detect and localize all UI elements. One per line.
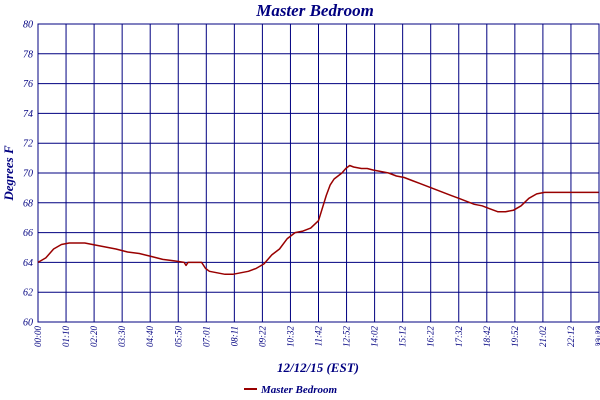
plot-area-border <box>37 23 600 323</box>
series-line-0 <box>37 164 599 276</box>
x-tick-label: 21:02 <box>538 326 548 347</box>
x-tick-label: 12:52 <box>342 326 352 347</box>
y-tick-label: 72 <box>23 139 33 150</box>
y-tick-label: 76 <box>23 79 33 90</box>
x-tick-label: 15:12 <box>398 326 408 347</box>
legend: Master Bedroom <box>244 384 338 396</box>
x-tick-label: 02:20 <box>89 326 99 347</box>
grid <box>37 23 600 323</box>
x-tick-label: 11:42 <box>314 326 324 347</box>
x-tick-label: 08:11 <box>229 326 239 346</box>
x-tick-label: 00:00 <box>33 326 43 347</box>
legend-label: Master Bedroom <box>260 384 338 396</box>
x-tick-label: 18:42 <box>482 326 492 347</box>
x-tick-label: 01:10 <box>61 326 71 347</box>
y-tick-label: 62 <box>23 288 33 299</box>
x-tick-label: 09:22 <box>257 326 267 347</box>
y-tick-labels: 60 62 64 66 68 70 72 74 76 78 80 <box>23 20 33 329</box>
x-tick-label: 03:30 <box>117 326 127 347</box>
x-axis-label: 12/12/15 (EST) <box>277 360 359 375</box>
x-tick-label: 07:01 <box>201 326 211 347</box>
y-tick-label: 80 <box>23 20 33 31</box>
y-tick-label: 64 <box>23 258 33 269</box>
y-tick-label: 70 <box>23 169 33 180</box>
y-axis-label: Degrees F <box>1 145 16 202</box>
x-tick-label: 14:02 <box>370 326 380 347</box>
x-tick-label: 17:32 <box>454 326 464 347</box>
y-tick-label: 78 <box>23 49 33 60</box>
y-tick-label: 60 <box>23 318 33 329</box>
x-tick-label: 16:22 <box>426 326 436 347</box>
chart-title: Master Bedroom <box>255 1 374 20</box>
y-tick-label: 74 <box>23 109 33 120</box>
y-tick-label: 68 <box>23 198 33 209</box>
x-tick-labels: 00:00 01:10 02:20 03:30 04:40 05:50 07:01 08:11… <box>33 326 600 347</box>
series-group <box>37 164 599 276</box>
x-tick-label: 04:40 <box>145 326 155 347</box>
x-tick-label: 19:52 <box>510 326 520 347</box>
x-tick-label: 23:23 <box>594 326 600 347</box>
y-tick-label: 66 <box>23 228 33 239</box>
x-tick-label: 10:32 <box>285 326 295 347</box>
x-tick-label: 05:50 <box>173 326 183 347</box>
x-tick-label: 23:58 <box>596 326 600 347</box>
x-tick-label: 22:12 <box>566 326 576 347</box>
